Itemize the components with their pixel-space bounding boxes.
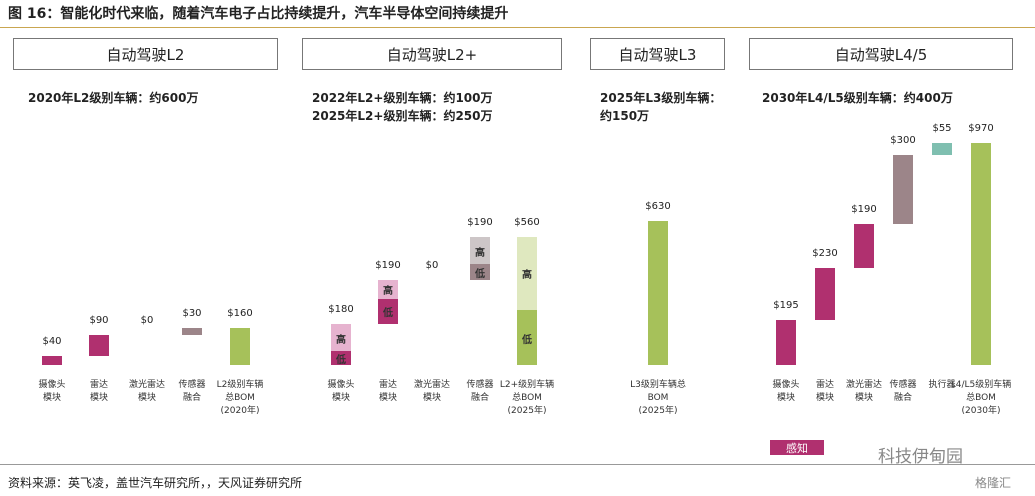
category-label: 激光雷达 模块: [413, 380, 450, 403]
segment-label: 低: [383, 308, 393, 320]
segment-label: 低: [522, 334, 532, 346]
panel-title: 自动驾驶L3: [590, 38, 725, 70]
bar: [648, 220, 668, 365]
panel-title: 自动驾驶L4/5: [749, 38, 1013, 70]
bar: [89, 335, 109, 356]
category-label: 激光雷达 模块: [128, 380, 165, 403]
bar-segment: [378, 298, 398, 324]
bar-segment: [470, 264, 490, 281]
value-label: $195: [773, 300, 799, 312]
category-label: 传感器 融合: [466, 380, 494, 403]
value-label: $300: [890, 135, 916, 147]
category-label: 摄像头 模块: [327, 380, 355, 403]
source: 资料来源：英飞凌，盖世汽车研究所，，天风证券研究所: [8, 476, 303, 490]
panel-subtitle: 2020年L2级别车辆：约600万: [28, 91, 199, 105]
category-label: 摄像头 模块: [772, 380, 800, 403]
bar-segment: [517, 236, 537, 311]
value-label: $30: [182, 308, 202, 320]
category-label: 传感器 融合: [889, 380, 917, 403]
category-label: L2级别车辆 总BOM (2020年): [216, 380, 264, 416]
bar: [776, 320, 796, 365]
bar: [230, 328, 250, 365]
category-label: 执行器: [928, 380, 956, 390]
panel-subtitle: 2030年L4/L5级别车辆：约400万: [762, 91, 953, 105]
top-rule: [0, 27, 1035, 28]
panel-subtitle: 2022年L2+级别车辆：约100万: [312, 91, 493, 105]
category-label: L3级别车辆总 BOM (2025年): [630, 380, 686, 416]
bar: [42, 355, 62, 365]
category-label: 激光雷达 模块: [845, 380, 882, 403]
bar-segment: [331, 323, 351, 352]
bar-segment: [517, 310, 537, 365]
category-label: 摄像头 模块: [38, 380, 66, 403]
category-label: L4/L5级别车辆 总BOM (2030年): [950, 380, 1012, 416]
segment-label: 高: [475, 247, 485, 259]
legend-item: 感知: [770, 440, 824, 455]
value-label: $160: [227, 308, 253, 320]
value-label: $0: [425, 260, 439, 272]
bar-segment: [470, 236, 490, 265]
bar: [893, 155, 913, 225]
panel-title: 自动驾驶L2+: [302, 38, 562, 70]
panel-subtitle: 2025年L2+级别车辆：约250万: [312, 109, 493, 123]
value-label: $560: [514, 216, 540, 228]
bar: [932, 142, 952, 156]
value-label: $630: [645, 200, 671, 212]
value-label: $190: [467, 216, 493, 228]
value-label: $970: [968, 122, 994, 134]
segment-label: 高: [383, 286, 393, 298]
bar: [854, 224, 874, 268]
panel-subtitle: 约150万: [600, 109, 650, 123]
category-label: 雷达 模块: [378, 380, 397, 403]
value-label: $190: [851, 204, 877, 216]
bottom-rule: [0, 464, 1035, 465]
category-label: L2+级别车辆 总BOM (2025年): [499, 380, 555, 416]
value-label: $90: [89, 315, 109, 327]
category-label: 雷达 模块: [89, 380, 108, 403]
watermark: 格隆汇: [975, 476, 1012, 490]
value-label: $40: [42, 335, 62, 347]
caption: 图 16：智能化时代来临，随着汽车电子占比持续提升，汽车半导体空间持续提升: [8, 6, 509, 22]
bar: [971, 142, 991, 365]
panel-title: 自动驾驶L2: [13, 38, 278, 70]
segment-label: 高: [522, 270, 532, 282]
value-label: $230: [812, 247, 838, 259]
bar: [182, 328, 202, 336]
value-label: $0: [140, 315, 154, 327]
value-label: $180: [328, 303, 354, 315]
bar-segment: [378, 280, 398, 299]
panel-subtitle: 2025年L3级别车辆：: [600, 91, 722, 105]
category-label: 雷达 模块: [815, 380, 834, 403]
category-label: 传感器 融合: [178, 380, 206, 403]
segment-label: 低: [336, 355, 346, 367]
bar-segment: [331, 351, 351, 365]
segment-label: 低: [475, 269, 485, 281]
watermark: 科技伊甸园: [878, 447, 963, 467]
value-label: $190: [375, 260, 401, 272]
value-label: $55: [932, 122, 952, 134]
segment-label: 高: [336, 334, 346, 346]
bar: [815, 267, 835, 321]
